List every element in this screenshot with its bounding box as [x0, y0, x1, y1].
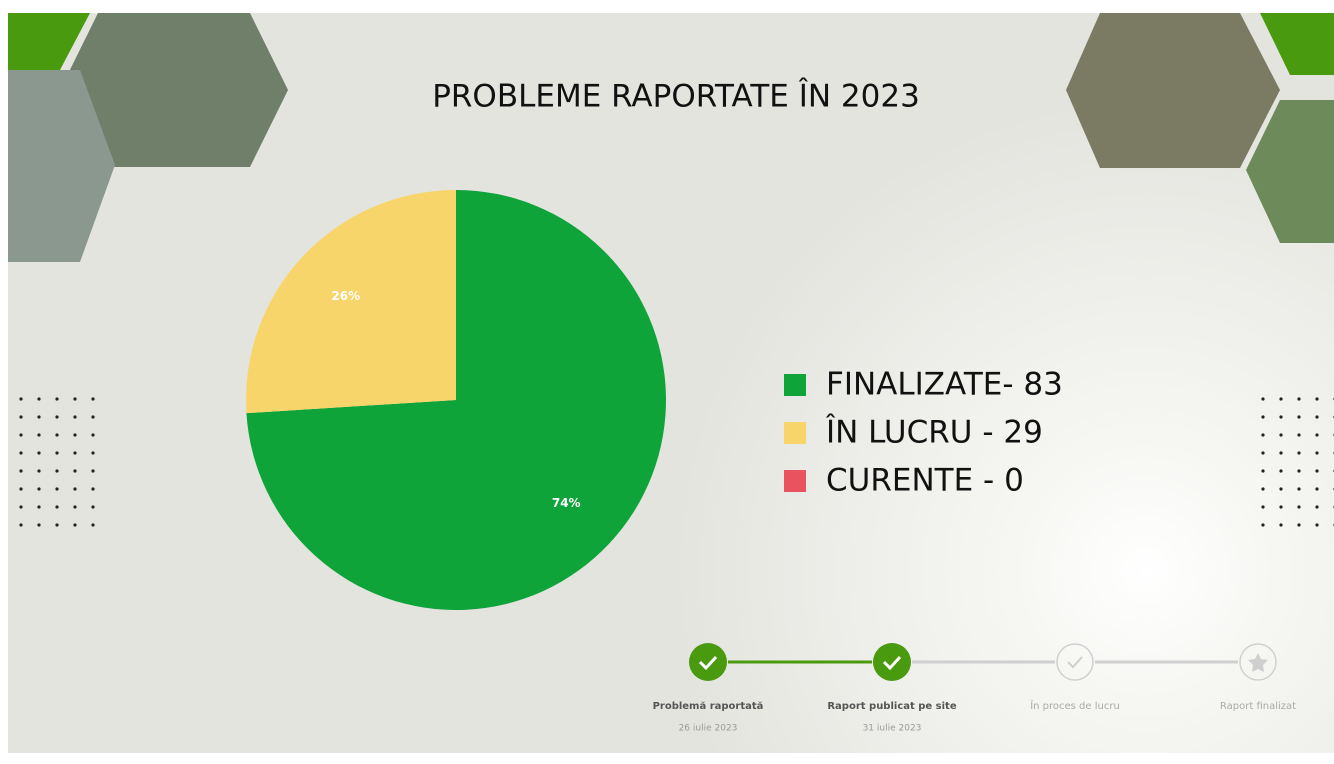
legend-swatch — [784, 374, 806, 396]
photo — [1246, 100, 1334, 243]
data-label: 74% — [552, 496, 581, 510]
step-icon — [689, 643, 727, 681]
photo — [1066, 13, 1280, 168]
legend-label: CURENTE - 0 — [826, 463, 1024, 499]
data-label: 26% — [331, 289, 360, 303]
pie-slice — [246, 190, 456, 414]
step-label: Problemă raportată — [653, 701, 764, 712]
check — [1067, 656, 1083, 669]
step-label: Raport finalizat — [1220, 701, 1296, 712]
dots — [18, 388, 108, 538]
check — [882, 655, 902, 671]
chart-title: PROBLEME RAPORTATE ÎN 2023 — [432, 79, 920, 115]
corner — [1260, 13, 1334, 75]
step-icon — [873, 643, 911, 681]
legend-swatch — [784, 470, 806, 492]
step-icon — [1239, 643, 1277, 681]
photo — [60, 13, 288, 167]
step-icon — [1056, 643, 1094, 681]
step-label: Raport publicat pe site — [827, 701, 956, 712]
legend-swatch — [784, 422, 806, 444]
step-date: 26 iulie 2023 — [679, 724, 738, 734]
pie-slice — [246, 190, 667, 610]
star — [1248, 653, 1268, 672]
photo — [8, 70, 115, 262]
corner — [8, 13, 90, 70]
dots — [1255, 388, 1334, 538]
legend-label: ÎN LUCRU - 29 — [825, 415, 1043, 451]
step-date: 31 iulie 2023 — [863, 724, 922, 734]
check — [698, 655, 718, 671]
step-label: În proces de lucru — [1029, 699, 1120, 712]
legend-label: FINALIZATE- 83 — [826, 367, 1063, 403]
